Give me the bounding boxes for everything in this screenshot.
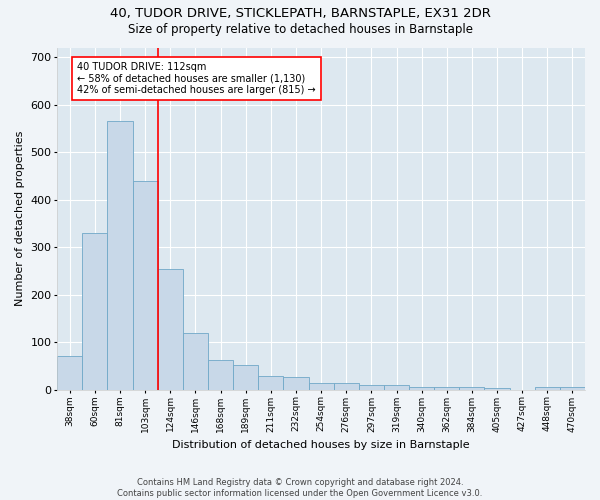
Bar bbox=[183, 332, 208, 390]
Bar bbox=[258, 376, 283, 390]
Bar bbox=[82, 233, 107, 390]
Text: Contains HM Land Registry data © Crown copyright and database right 2024.
Contai: Contains HM Land Registry data © Crown c… bbox=[118, 478, 482, 498]
Bar bbox=[158, 268, 183, 390]
Y-axis label: Number of detached properties: Number of detached properties bbox=[15, 131, 25, 306]
Bar bbox=[384, 385, 409, 390]
Bar bbox=[283, 377, 308, 390]
Bar bbox=[535, 388, 560, 390]
Bar bbox=[133, 180, 158, 390]
Bar bbox=[57, 356, 82, 390]
Bar bbox=[233, 365, 258, 390]
Bar bbox=[560, 388, 585, 390]
Bar bbox=[359, 385, 384, 390]
X-axis label: Distribution of detached houses by size in Barnstaple: Distribution of detached houses by size … bbox=[172, 440, 470, 450]
Bar bbox=[308, 382, 334, 390]
Bar bbox=[434, 388, 460, 390]
Bar bbox=[484, 388, 509, 390]
Bar bbox=[334, 382, 359, 390]
Text: Size of property relative to detached houses in Barnstaple: Size of property relative to detached ho… bbox=[128, 22, 473, 36]
Text: 40 TUDOR DRIVE: 112sqm
← 58% of detached houses are smaller (1,130)
42% of semi-: 40 TUDOR DRIVE: 112sqm ← 58% of detached… bbox=[77, 62, 316, 95]
Text: 40, TUDOR DRIVE, STICKLEPATH, BARNSTAPLE, EX31 2DR: 40, TUDOR DRIVE, STICKLEPATH, BARNSTAPLE… bbox=[110, 8, 490, 20]
Bar bbox=[460, 388, 484, 390]
Bar bbox=[208, 360, 233, 390]
Bar bbox=[107, 121, 133, 390]
Bar bbox=[409, 388, 434, 390]
